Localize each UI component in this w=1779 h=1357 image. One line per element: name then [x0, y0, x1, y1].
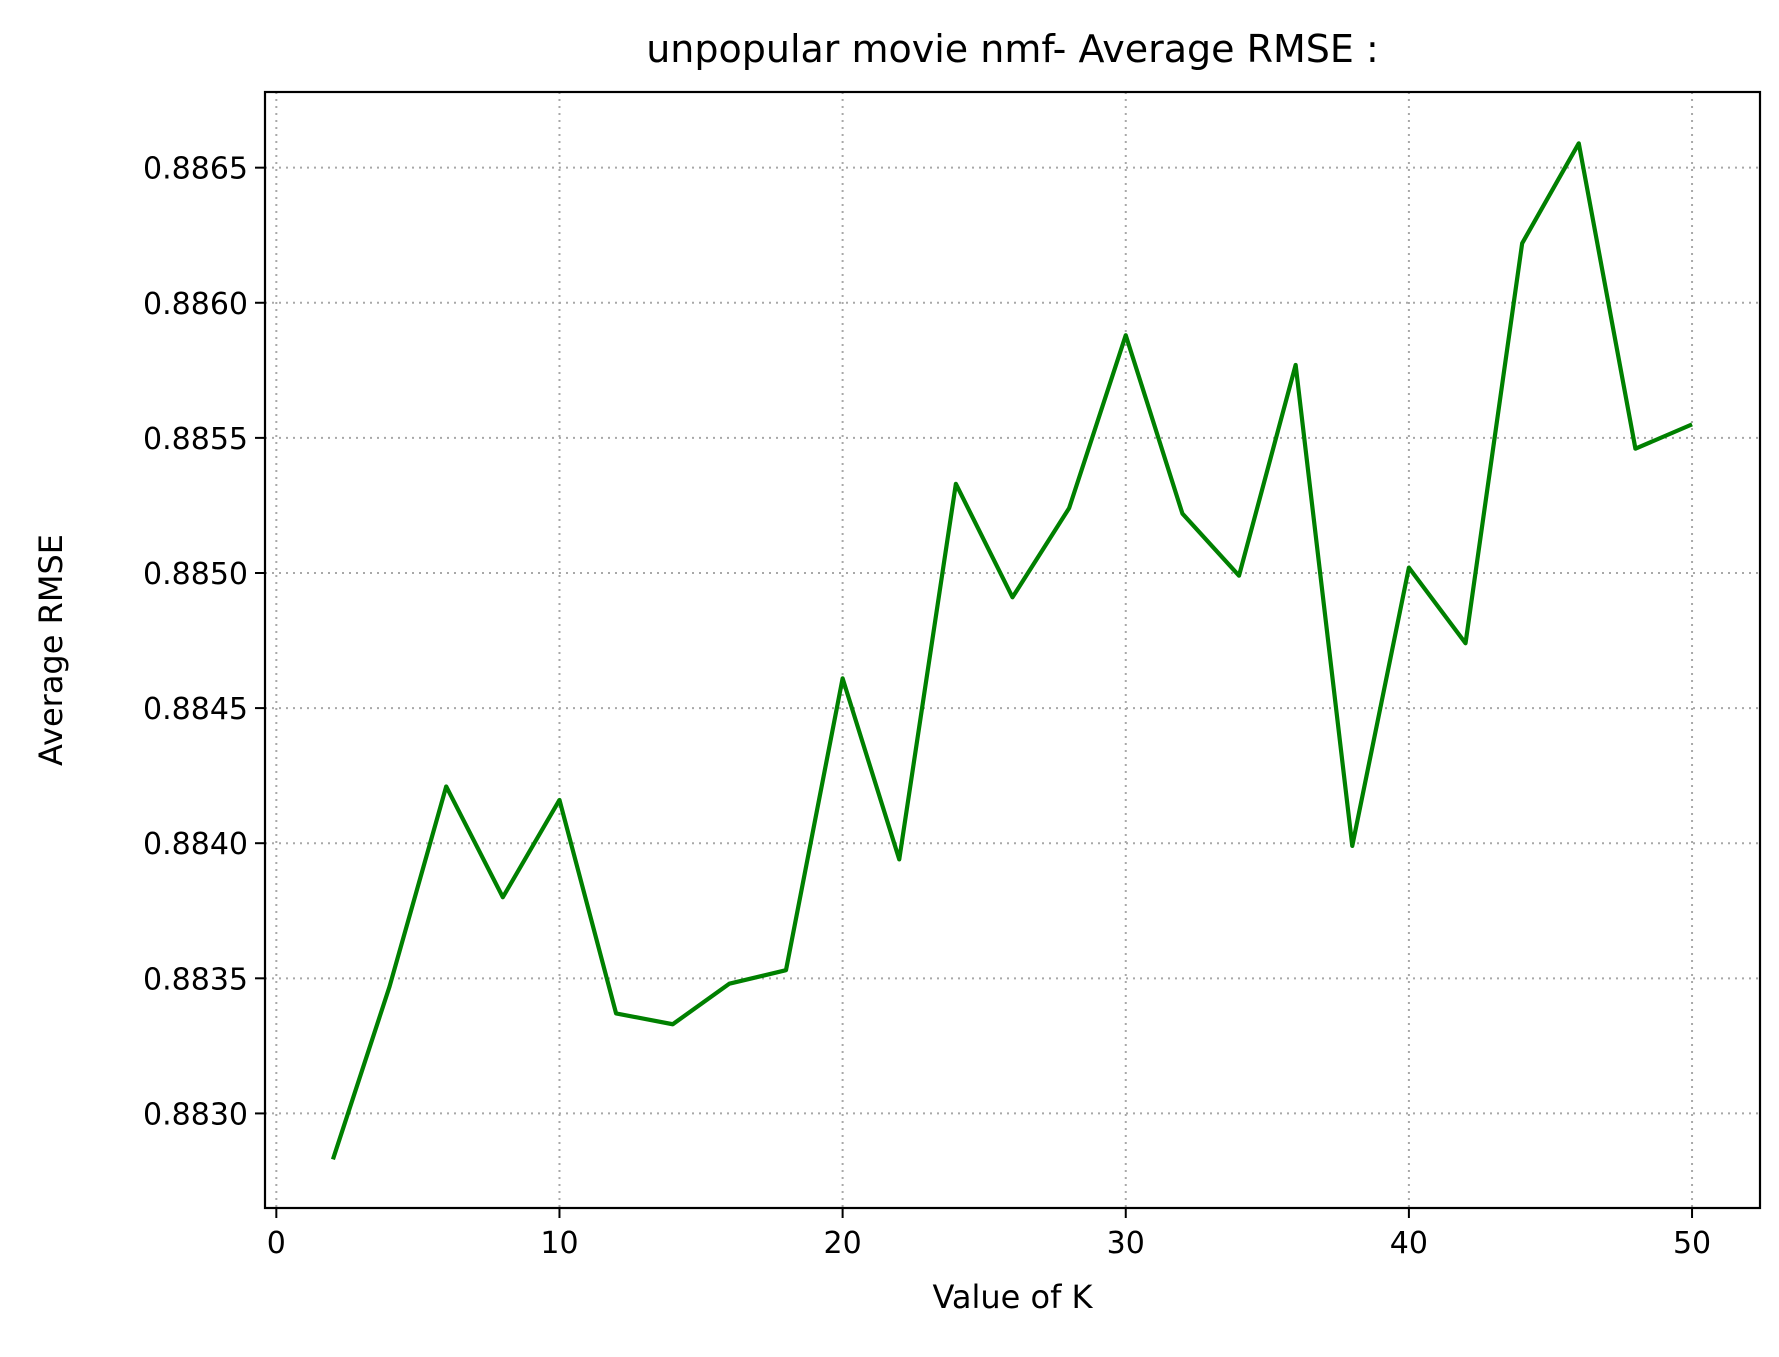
y-axis-label: Average RMSE	[32, 534, 70, 766]
y-tick-label: 0.8850	[143, 557, 248, 592]
y-tick-label: 0.8840	[143, 827, 248, 862]
y-tick-label: 0.8845	[143, 692, 248, 727]
x-tick-label: 30	[1107, 1226, 1145, 1261]
x-tick-label: 20	[824, 1226, 862, 1261]
x-tick-label: 10	[540, 1226, 578, 1261]
y-tick-label: 0.8860	[143, 287, 248, 322]
y-tick-label: 0.8830	[143, 1097, 248, 1132]
plot-frame	[263, 90, 1762, 1210]
x-tick-label: 40	[1390, 1226, 1428, 1261]
axis-ticks: 0 10 20 30 40 50 0.8830 0.8835 0.8840 0.8845 0.885…	[143, 152, 1711, 1261]
x-axis-label: Value of K	[932, 1278, 1093, 1316]
x-tick-label: 50	[1673, 1226, 1711, 1261]
y-tick-label: 0.8855	[143, 422, 248, 457]
y-tick-label: 0.8835	[143, 962, 248, 997]
series-line	[330, 141, 1693, 1161]
series-layer	[330, 141, 1693, 1161]
x-tick-label: 0	[267, 1226, 286, 1261]
chart-title: unpopular movie nmf- Average RMSE :	[646, 27, 1379, 71]
y-tick-label: 0.8865	[143, 152, 248, 187]
